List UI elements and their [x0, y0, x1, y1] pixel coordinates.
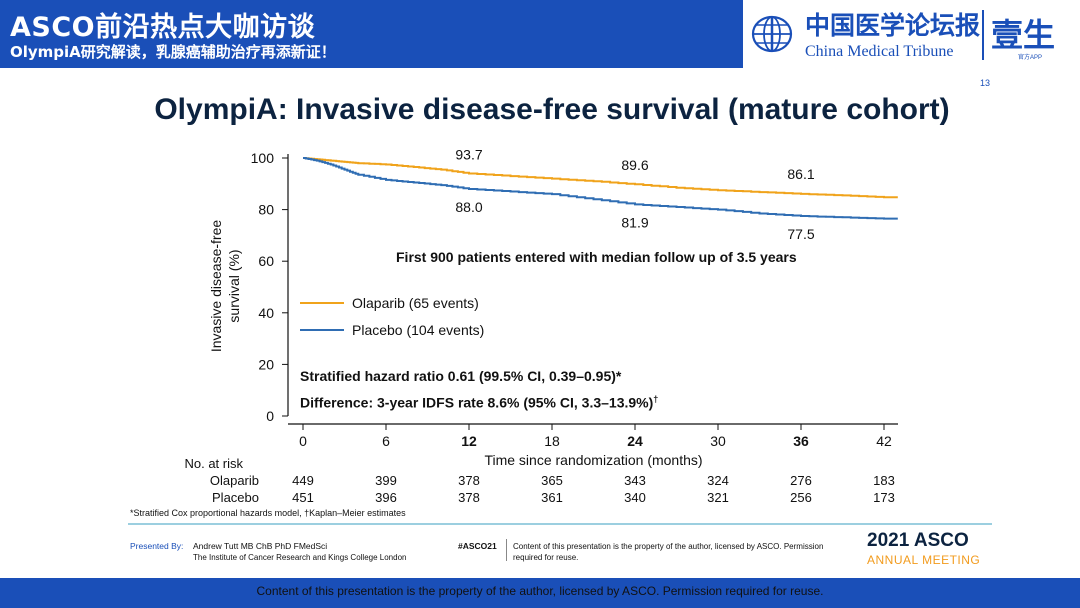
data-label: 88.0 [455, 199, 482, 215]
logo-cn-text: 中国医学论坛报 [805, 11, 981, 40]
at-risk-cell: 321 [707, 490, 729, 505]
presenter-institute: The Institute of Cancer Research and Kin… [193, 553, 407, 562]
footer-separator [506, 539, 507, 561]
legend-label-olaparib: Olaparib (65 events) [352, 295, 479, 311]
x-tick-label: 36 [793, 433, 809, 449]
slide-title: OlympiA: Invasive disease-free survival … [154, 93, 950, 126]
olaparib-line [303, 157, 898, 199]
x-tick-label: 6 [382, 433, 390, 449]
dagger-mark: † [653, 394, 659, 404]
x-tick-label: 24 [627, 433, 643, 449]
presented-by-label: Presented By: [130, 541, 184, 551]
footer-copyright: Content of this presentation is the prop… [513, 542, 824, 562]
followup-annotation: First 900 patients entered with median f… [396, 249, 797, 265]
y-axis-label-line1: Invasive disease-free [208, 220, 224, 353]
at-risk-row-label: Placebo [212, 490, 259, 505]
y-tick-label: 20 [258, 356, 274, 372]
page-number: 13 [980, 78, 991, 88]
y-axis-label-line2: survival (%) [226, 249, 242, 322]
data-label: 81.9 [621, 215, 648, 231]
x-tick-label: 42 [876, 433, 892, 449]
asco-logo-year: 2021 ASCO [867, 530, 969, 551]
y-tick-label: 100 [251, 150, 275, 166]
at-risk-cell: 449 [292, 473, 314, 488]
y-tick-label: 80 [258, 202, 274, 218]
banner-title: ASCO前沿热点大咖访谈 [10, 12, 316, 43]
yisheng-logo-sub: 官方APP [1018, 55, 1043, 61]
at-risk-cell: 451 [292, 490, 314, 505]
y-tick-label: 40 [258, 305, 274, 321]
at-risk-cell: 183 [873, 473, 895, 488]
footnote: *Stratified Cox proportional hazards mod… [130, 508, 406, 518]
at-risk-title: No. at risk [184, 456, 243, 471]
asco-logo-meeting: ANNUAL MEETING [867, 553, 981, 567]
hazard-ratio-annotation: Stratified hazard ratio 0.61 (99.5% CI, … [300, 368, 622, 384]
at-risk-cell: 396 [375, 490, 397, 505]
banner-subtitle: OlympiA研究解读，乳腺癌辅助治疗再添新证！ [10, 43, 336, 61]
at-risk-cell: 256 [790, 490, 812, 505]
yisheng-logo-text: 壹生 [991, 16, 1056, 54]
hashtag: #ASCO21 [458, 541, 497, 551]
data-label: 77.5 [787, 226, 814, 242]
difference-annotation: Difference: 3-year IDFS rate 8.6% (95% C… [300, 394, 658, 411]
difference-text: Difference: 3-year IDFS rate 8.6% (95% C… [300, 394, 654, 411]
logo-area [743, 0, 1080, 68]
logo-divider [982, 10, 984, 60]
at-risk-cell: 340 [624, 490, 646, 505]
x-tick-label: 0 [299, 433, 307, 449]
data-label: 89.6 [621, 157, 648, 173]
y-tick-label: 0 [266, 408, 274, 424]
at-risk-row-label: Olaparib [210, 473, 259, 488]
y-tick-label: 60 [258, 253, 274, 269]
at-risk-cell: 378 [458, 473, 480, 488]
x-tick-label: 18 [544, 433, 560, 449]
logo-en-text: China Medical Tribune [805, 43, 954, 60]
bottom-bar [0, 578, 1080, 608]
data-label: 86.1 [787, 166, 814, 182]
at-risk-cell: 324 [707, 473, 729, 488]
bottom-copyright: Content of this presentation is the prop… [256, 584, 824, 598]
at-risk-cell: 365 [541, 473, 563, 488]
at-risk-cell: 343 [624, 473, 646, 488]
at-risk-cell: 276 [790, 473, 812, 488]
x-tick-label: 30 [710, 433, 726, 449]
at-risk-cell: 173 [873, 490, 895, 505]
legend-label-placebo: Placebo (104 events) [352, 322, 484, 338]
placebo-line [303, 157, 898, 220]
at-risk-cell: 399 [375, 473, 397, 488]
globe-logo-icon [751, 15, 793, 53]
x-axis-label: Time since randomization (months) [484, 452, 702, 468]
presenter-name: Andrew Tutt MB ChB PhD FMedSci [193, 541, 328, 551]
data-label: 93.7 [455, 146, 482, 162]
at-risk-cell: 361 [541, 490, 563, 505]
x-tick-label: 12 [461, 433, 477, 449]
at-risk-cell: 378 [458, 490, 480, 505]
footer-divider [128, 523, 992, 525]
